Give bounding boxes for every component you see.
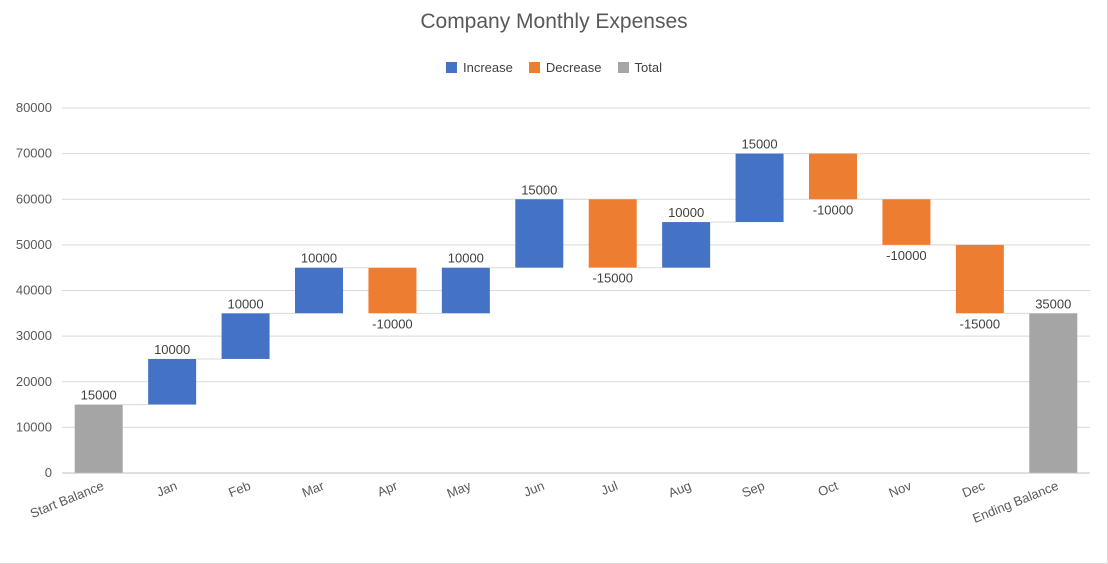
bar-increase <box>295 267 343 314</box>
bar-decrease <box>588 199 637 268</box>
x-tick-label: May <box>445 478 474 501</box>
data-label: 10000 <box>154 342 190 357</box>
y-tick-label: 60000 <box>16 191 52 206</box>
bar-increase <box>441 267 490 314</box>
y-tick-label: 0 <box>45 465 52 480</box>
bar-increase <box>515 199 564 268</box>
bar-increase <box>221 313 270 359</box>
bar-total <box>1029 313 1078 473</box>
x-tick-label: Jan <box>154 478 179 500</box>
data-label: -10000 <box>813 202 853 217</box>
y-tick-label: 20000 <box>16 374 52 389</box>
data-label: 35000 <box>1035 296 1071 311</box>
chart-legend: Increase Decrease Total <box>0 60 1108 75</box>
data-label: 15000 <box>81 388 117 403</box>
x-tick-label: Jul <box>599 478 620 498</box>
y-tick-label: 40000 <box>16 283 52 298</box>
legend-swatch-decrease <box>528 62 540 73</box>
bar-decrease <box>368 267 417 314</box>
x-tick-label: Oct <box>816 478 841 500</box>
data-label: -10000 <box>886 248 926 263</box>
data-label: 10000 <box>668 205 704 220</box>
data-label: 15000 <box>741 137 777 152</box>
x-tick-label: Jun <box>521 478 546 500</box>
legend-item-decrease: Decrease <box>528 60 602 75</box>
x-tick-label: Apr <box>375 478 400 500</box>
y-tick-label: 10000 <box>16 419 52 434</box>
data-label: 10000 <box>301 251 337 266</box>
legend-swatch-total <box>617 62 629 73</box>
x-tick-label: Mar <box>300 478 327 501</box>
legend-item-total: Total <box>617 60 662 75</box>
y-tick-label: 50000 <box>16 237 52 252</box>
bar-decrease <box>809 153 857 200</box>
y-tick-label: 30000 <box>16 328 52 343</box>
data-label: -10000 <box>372 316 412 331</box>
bar-increase <box>662 222 711 268</box>
y-tick-label: 80000 <box>16 100 52 115</box>
x-tick-label: Dec <box>960 478 988 501</box>
bar-increase <box>148 358 197 405</box>
x-tick-label: Sep <box>740 478 767 501</box>
bar-increase <box>735 153 784 223</box>
data-label: -15000 <box>592 271 632 286</box>
y-tick-label: 70000 <box>16 146 52 161</box>
x-tick-label: Aug <box>666 478 693 501</box>
legend-label-increase: Increase <box>463 60 513 75</box>
legend-label-total: Total <box>634 60 662 75</box>
data-label: 10000 <box>448 251 484 266</box>
chart-title: Company Monthly Expenses <box>420 10 688 33</box>
bar-total <box>74 404 123 473</box>
legend-label-decrease: Decrease <box>545 60 602 75</box>
x-tick-label: Feb <box>226 478 252 500</box>
bar-decrease <box>882 199 931 245</box>
bar-decrease <box>955 244 1004 314</box>
legend-swatch-increase <box>446 62 457 73</box>
data-label: -15000 <box>960 316 1000 331</box>
data-label: 15000 <box>521 182 557 197</box>
x-tick-label: Start Balance <box>28 478 106 521</box>
legend-item-increase: Increase <box>446 60 513 75</box>
x-tick-label: Nov <box>886 478 914 501</box>
data-label: 10000 <box>227 296 263 311</box>
